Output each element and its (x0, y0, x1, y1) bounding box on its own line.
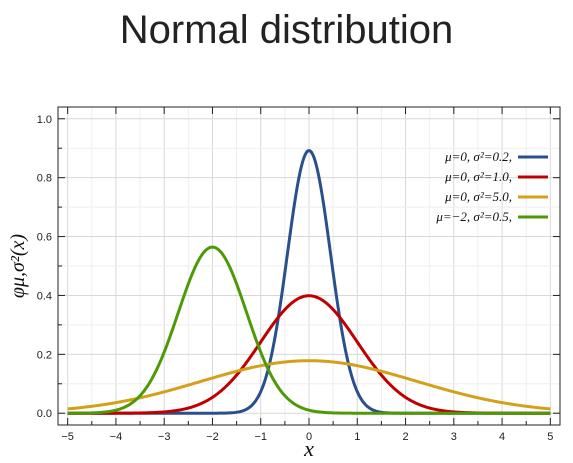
x-tick-label: −3 (158, 431, 171, 443)
x-tick-label: −2 (206, 431, 219, 443)
x-tick-label: 0 (306, 431, 312, 443)
series-line-3 (67, 245, 551, 415)
x-tick-label: −1 (254, 431, 267, 443)
y-tick-label: 0.6 (37, 232, 52, 244)
y-axis-label: φμ,σ²(x) (7, 234, 29, 299)
y-axis-label-group: φμ,σ²(x) (7, 234, 29, 299)
curves (67, 149, 551, 415)
page-title: Normal distribution (119, 8, 454, 52)
x-tick-label: 3 (451, 431, 457, 443)
ticks: −5 −4 −3 −2 −1 0 1 2 3 4 5 0.0 0.2 0.4 0.6 0.8 1.0 (37, 107, 560, 443)
legend-label-2: μ=0, σ²=5.0, (444, 189, 512, 204)
x-axis-label: x (303, 436, 314, 461)
x-tick-label: 5 (547, 431, 553, 443)
y-tick-label: 1.0 (37, 114, 52, 126)
x-tick-label: −4 (110, 431, 123, 443)
x-tick-label: 2 (402, 431, 408, 443)
y-tick-label: 0.8 (37, 173, 52, 185)
x-tick-label: −5 (61, 431, 74, 443)
x-tick-label: 4 (499, 431, 505, 443)
legend-label-3: μ=−2, σ²=0.5, (435, 209, 512, 224)
x-tick-label: 1 (354, 431, 360, 443)
legend-label-1: μ=0, σ²=1.0, (444, 169, 512, 184)
legend: μ=0, σ²=0.2, μ=0, σ²=1.0, μ=0, σ²=5.0, μ=−2… (435, 149, 548, 224)
series-line-2 (67, 359, 551, 411)
legend-label-0: μ=0, σ²=0.2, (444, 149, 512, 164)
y-tick-label: 0.4 (37, 290, 52, 302)
y-tick-label: 0.0 (37, 408, 52, 420)
y-tick-label: 0.2 (37, 349, 52, 361)
